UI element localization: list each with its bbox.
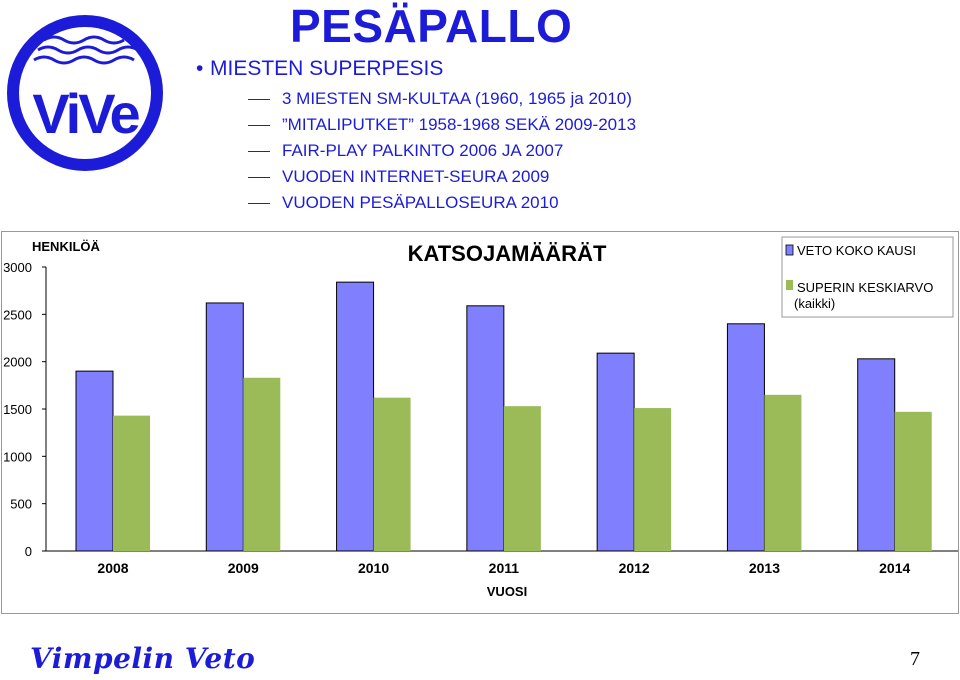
dash-icon xyxy=(248,151,270,153)
legend-box xyxy=(781,236,954,318)
bar-chart: 0 500 1000 1500 2000 2500 3000 2008 2009 2010 2011… xyxy=(3,236,958,599)
sub-bullet-text: VUODEN PESÄPALLOSEURA 2010 xyxy=(282,193,559,212)
bar xyxy=(894,411,932,551)
y-tick-label: 2000 xyxy=(3,355,32,370)
dash-icon xyxy=(248,125,270,127)
main-bullet: • MIESTEN SUPERPESIS xyxy=(196,55,443,83)
y-tick-label: 1500 xyxy=(3,402,32,417)
x-tick-label: 2009 xyxy=(228,560,259,576)
bar xyxy=(726,323,765,552)
sub-bullet-item: VUODEN INTERNET-SEURA 2009 xyxy=(248,164,636,190)
bar xyxy=(373,397,411,551)
dash-icon xyxy=(248,203,270,205)
sub-bullet-text: FAIR-PLAY PALKINTO 2006 JA 2007 xyxy=(282,141,564,160)
y-tick-label: 2500 xyxy=(3,307,32,322)
page-title: PESÄPALLO xyxy=(290,0,573,52)
chart-title: KATSOJAMÄÄRÄT xyxy=(408,241,607,266)
x-tick-label: 2008 xyxy=(97,560,128,576)
legend-label: SUPERIN KESKIARVO xyxy=(797,280,933,295)
page-number: 7 xyxy=(910,648,920,670)
bar xyxy=(205,302,244,552)
sub-bullet-text: 3 MIESTEN SM-KULTAA (1960, 1965 ja 2010) xyxy=(282,89,632,108)
bar xyxy=(764,394,802,551)
dash-icon xyxy=(248,99,270,101)
bar xyxy=(857,358,896,552)
sub-bullet-item: 3 MIESTEN SM-KULTAA (1960, 1965 ja 2010) xyxy=(248,86,636,112)
chart-area: 0 500 1000 1500 2000 2500 3000 2008 2009 2010 2011… xyxy=(1,231,959,614)
main-bullet-text: MIESTEN SUPERPESIS xyxy=(210,57,444,80)
legend-label: VETO KOKO KAUSI xyxy=(797,243,916,258)
y-tick-label: 500 xyxy=(10,497,32,512)
bar xyxy=(113,415,150,551)
sub-bullet-text: ”MITALIPUTKET” 1958-1968 SEKÄ 2009-2013 xyxy=(282,115,637,134)
bar xyxy=(466,305,505,552)
vive-logo-graphic: ViVe xyxy=(7,15,163,171)
x-tick-label: 2010 xyxy=(358,560,389,576)
y-tick-label: 1000 xyxy=(3,449,32,464)
sub-bullet-item: ”MITALIPUTKET” 1958-1968 SEKÄ 2009-2013 xyxy=(248,112,636,138)
bar xyxy=(634,408,672,551)
sub-bullet-text: VUODEN INTERNET-SEURA 2009 xyxy=(282,167,550,186)
x-axis-title: VUOSI xyxy=(487,584,527,599)
legend-label: (kaikki) xyxy=(794,296,835,311)
y-tick-label: 3000 xyxy=(3,260,32,275)
x-tick-label: 2011 xyxy=(489,560,520,576)
bar xyxy=(596,352,635,552)
sub-bullet-item: FAIR-PLAY PALKINTO 2006 JA 2007 xyxy=(248,138,636,164)
x-tick-label: 2012 xyxy=(619,560,650,576)
bar xyxy=(75,370,114,552)
x-tick-label: 2013 xyxy=(749,560,780,576)
logo-text: ViVe xyxy=(32,82,139,145)
vive-logo: ViVe xyxy=(4,8,166,178)
y-tick-label: 0 xyxy=(25,544,32,559)
legend-swatch xyxy=(785,244,794,256)
bar xyxy=(336,281,375,552)
sub-bullet-list: 3 MIESTEN SM-KULTAA (1960, 1965 ja 2010)… xyxy=(248,86,636,216)
dash-icon xyxy=(248,177,270,179)
sub-bullet-item: VUODEN PESÄPALLOSEURA 2010 xyxy=(248,190,636,216)
x-tick-label: 2014 xyxy=(879,560,910,576)
bar xyxy=(503,406,541,551)
y-axis-title: HENKILÖÄ xyxy=(32,239,101,254)
bar xyxy=(243,377,281,551)
footer-brand: Vimpelin Veto xyxy=(30,642,256,675)
legend-swatch xyxy=(786,280,793,290)
bullet-dot-icon: • xyxy=(196,57,204,80)
